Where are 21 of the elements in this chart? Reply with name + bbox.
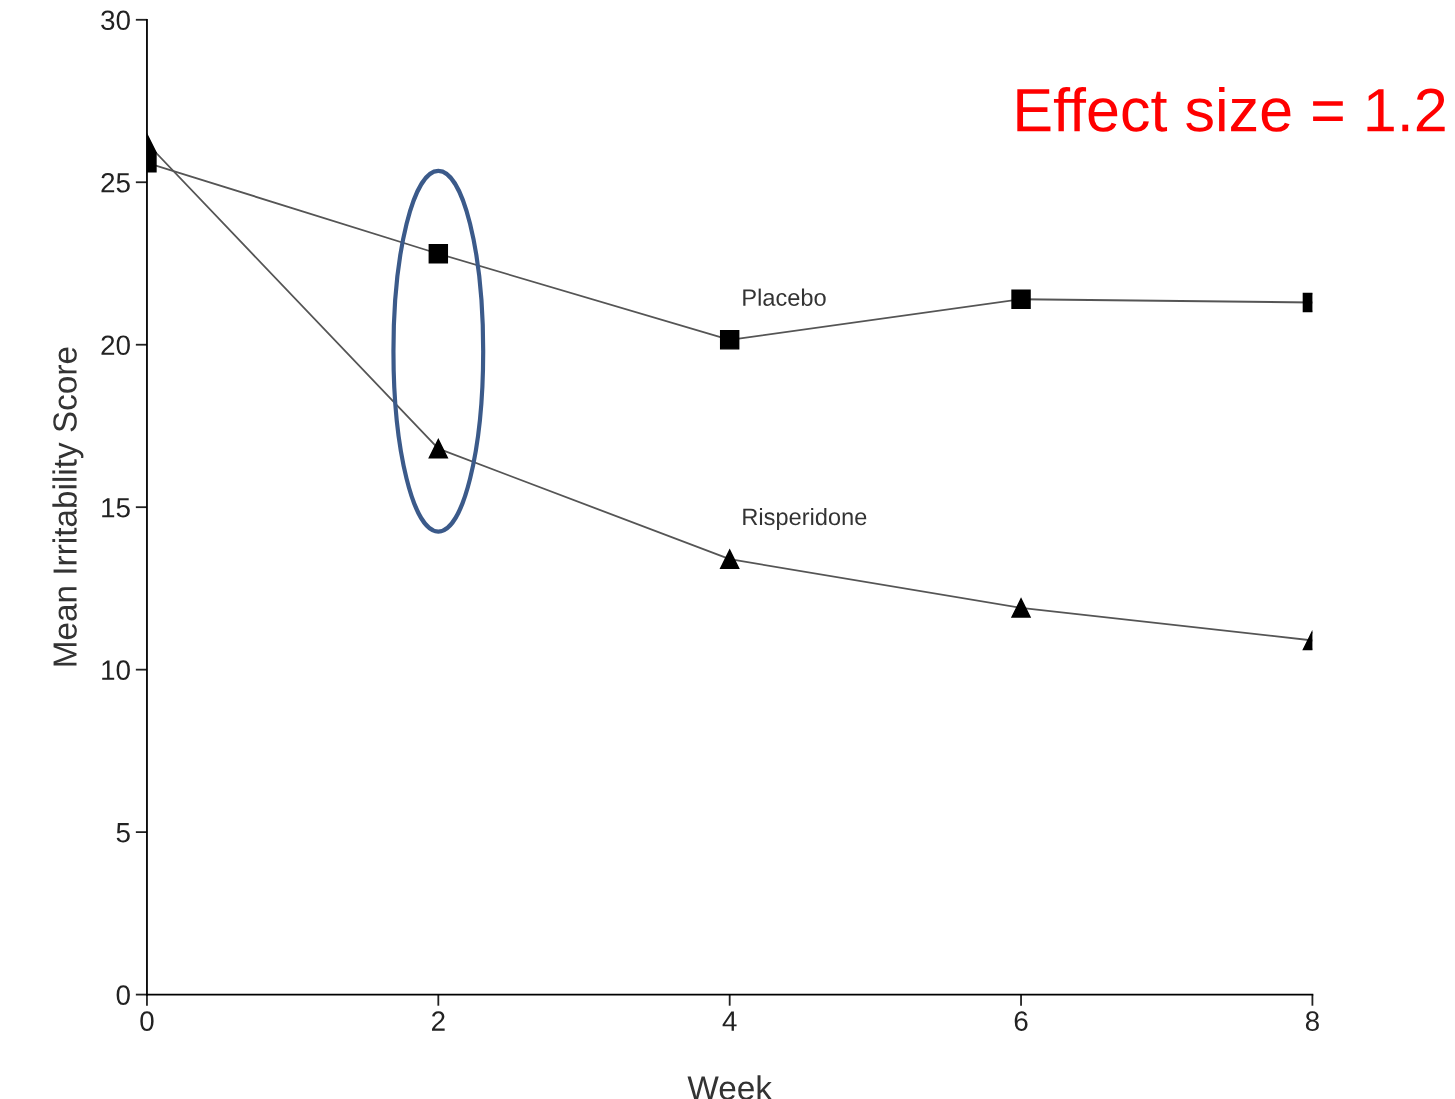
x-tick-label: 0 [140,1011,154,1031]
point [428,244,449,264]
x-tick-label: 2 [431,1011,445,1031]
x-tick-label: 6 [1014,1011,1028,1031]
y-axis-title: Mean Irritability Score [52,347,84,666]
annotation: Effect size = 1.2 [1017,86,1445,132]
y-tick-label: 5 [116,823,130,843]
series-label: Risperidone [743,507,867,530]
y-tick-label: 10 [102,660,130,680]
x-tick-label: 4 [722,1011,737,1031]
y-tick-label: 20 [101,335,130,356]
point [719,330,740,350]
point [428,438,449,459]
series-label: Placebo [743,288,826,306]
point [719,549,740,569]
y-tick-label: 15 [102,498,130,518]
x-tick-label: 8 [1305,1011,1319,1031]
y-tick-label: 30 [101,10,130,31]
y-tick-label: 25 [101,172,130,193]
y-tick-label: 0 [116,985,130,1005]
x-axis-title: Week [687,1075,773,1099]
